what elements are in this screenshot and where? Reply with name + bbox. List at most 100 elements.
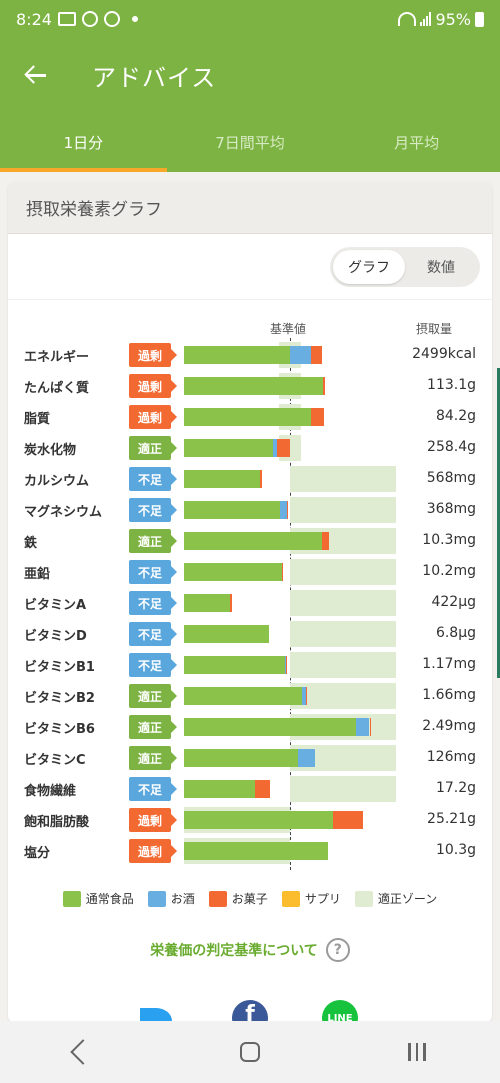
smile-icon [103, 11, 120, 27]
status-badge: 適正 [129, 715, 177, 739]
status-badge: 不足 [129, 498, 177, 522]
status-badge: 過剰 [129, 808, 177, 832]
status-badge: 不足 [129, 777, 177, 801]
intake-value: 2499kcal [412, 346, 476, 362]
facebook-icon[interactable]: f [232, 1000, 268, 1022]
appropriate-zone [290, 683, 396, 709]
status-right: 95% [398, 10, 484, 29]
intake-value: 113.1g [427, 377, 476, 393]
bar-segment-snack [311, 408, 324, 426]
intake-value: 84.2g [435, 408, 476, 424]
status-left: 8:24 [16, 10, 138, 29]
nutrient-name: エネルギー [24, 350, 90, 365]
legend-item: お酒 [147, 890, 195, 907]
nutrient-name: ビタミンD [24, 629, 87, 644]
bar-segment-food [184, 842, 329, 860]
line-label: LINE [327, 1012, 353, 1023]
line-icon[interactable]: LINE [322, 1000, 358, 1022]
bar-segment-alcohol [301, 687, 306, 705]
legend-swatch [281, 890, 300, 907]
card-title: 摂取栄養素グラフ [8, 182, 492, 234]
nutrient-name: ビタミンB1 [24, 660, 95, 675]
view-toggle-row: グラフ 数値 [8, 234, 492, 300]
chart-legend: 通常食品 お酒 お菓子 サプリ 適正ゾーン [8, 890, 492, 907]
bar-segment-food [184, 780, 256, 798]
intake-value: 25.21g [427, 811, 476, 827]
nutrient-row: ビタミンB2 適正 1.66mg [8, 683, 492, 709]
bar-segment-food [184, 470, 261, 488]
bar-segment-snack [322, 377, 325, 395]
bar-segment-alcohol [298, 749, 316, 767]
appropriate-zone [290, 590, 396, 616]
back-arrow-icon[interactable] [22, 60, 52, 90]
nutrient-row: たんぱく質 過剰 113.1g [8, 373, 492, 399]
bar-segment-food [184, 563, 282, 581]
legend-item: お菓子 [208, 890, 268, 907]
nutrient-row: 食物繊維 不足 17.2g [8, 776, 492, 802]
status-time: 8:24 [16, 9, 52, 29]
facebook-glyph: f [245, 1002, 255, 1022]
status-badge: 不足 [129, 622, 177, 646]
toggle-graph-button[interactable]: グラフ [333, 249, 405, 284]
tab-daily[interactable]: 1日分 [0, 112, 167, 172]
bar-segment-alcohol [284, 656, 286, 674]
question-icon[interactable]: ? [325, 938, 350, 962]
twitter-icon[interactable] [140, 1008, 172, 1022]
bar-segment-snack [369, 718, 371, 736]
intake-value: 10.3mg [422, 532, 476, 548]
nutrient-name: 鉄 [24, 536, 38, 551]
status-badge: 適正 [129, 436, 177, 460]
bar-segment-alcohol [280, 501, 287, 519]
nutrient-row: 塩分 過剰 10.3g [8, 838, 492, 864]
nutrient-row: エネルギー 過剰 2499kcal [8, 342, 492, 368]
bar-segment-snack [311, 346, 322, 364]
nutrient-name: カルシウム [24, 474, 90, 489]
intake-value: 568mg [426, 470, 476, 486]
bar-segment-food [184, 501, 281, 519]
bar-segment-snack [286, 501, 288, 519]
nutrient-row: ビタミンC 適正 126mg [8, 745, 492, 771]
legend-swatch [147, 890, 166, 907]
nav-home-icon[interactable] [240, 1042, 261, 1062]
intake-value: 17.2g [435, 780, 476, 796]
legend-label: 適正ゾーン [377, 892, 438, 906]
appropriate-zone [290, 776, 396, 802]
nav-back-icon[interactable] [70, 1039, 96, 1065]
criteria-link[interactable]: 栄養価の判定基準について [150, 943, 318, 959]
nav-recents-icon[interactable] [408, 1043, 426, 1061]
bar-segment-food [184, 625, 269, 643]
status-badge: 過剰 [129, 374, 177, 398]
legend-label: サプリ [304, 892, 341, 906]
nutrient-row: マグネシウム 不足 368mg [8, 497, 492, 523]
tab-7day-average[interactable]: 7日間平均 [215, 133, 285, 152]
bar-segment-alcohol [273, 439, 278, 457]
intake-value: 10.3g [435, 842, 476, 858]
bar-segment-snack [260, 470, 263, 488]
nutrient-row: 亜鉛 不足 10.2mg [8, 559, 492, 585]
status-badge: 不足 [129, 591, 177, 615]
bar-segment-food [184, 346, 290, 364]
bar-segment-food [184, 439, 274, 457]
intake-value: 422μg [431, 594, 476, 610]
appropriate-zone [290, 466, 396, 492]
bar-segment-snack [255, 780, 270, 798]
nutrient-graph-card: 摂取栄養素グラフ グラフ 数値 基準値 摂取量 エネルギー 過剰 2499kcal た… [8, 182, 492, 1022]
nutrient-name: たんぱく質 [24, 381, 90, 396]
intake-value: 258.4g [427, 439, 476, 455]
intake-value: 1.17mg [422, 656, 476, 672]
bar-segment-snack [305, 687, 307, 705]
period-tabs: 1日分 7日間平均 月平均 [0, 112, 500, 172]
toggle-number-button[interactable]: 数値 [427, 259, 455, 276]
status-badge: 過剰 [129, 405, 177, 429]
nutrient-name: ビタミンC [24, 753, 86, 768]
bar-segment-food [184, 749, 299, 767]
bar-segment-snack [277, 439, 290, 457]
tab-monthly-average[interactable]: 月平均 [394, 133, 440, 152]
nutrient-name: ビタミンA [24, 598, 87, 613]
status-bar: 8:24 95% [0, 0, 500, 38]
criteria-link-row[interactable]: 栄養価の判定基準について ? [8, 938, 492, 962]
nutrient-name: 亜鉛 [24, 567, 51, 582]
battery-percent: 95% [435, 9, 471, 29]
nutrient-row: ビタミンD 不足 6.8μg [8, 621, 492, 647]
bar-segment-food [184, 718, 356, 736]
